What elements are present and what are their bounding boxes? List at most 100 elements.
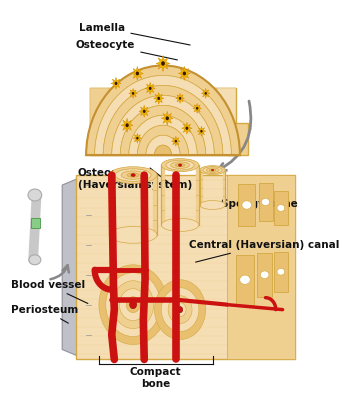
Circle shape: [106, 273, 160, 337]
Wedge shape: [94, 75, 231, 155]
Polygon shape: [145, 88, 163, 155]
Circle shape: [132, 92, 134, 95]
Text: Lacuna: Lacuna: [146, 133, 188, 154]
Circle shape: [149, 87, 152, 90]
Circle shape: [200, 130, 203, 133]
Polygon shape: [111, 77, 121, 89]
Polygon shape: [178, 66, 190, 81]
Ellipse shape: [161, 218, 199, 231]
Circle shape: [113, 281, 154, 328]
Circle shape: [168, 296, 192, 324]
Circle shape: [175, 140, 177, 143]
Circle shape: [114, 82, 118, 85]
Circle shape: [166, 116, 169, 120]
Ellipse shape: [203, 167, 222, 173]
Ellipse shape: [209, 169, 216, 171]
Polygon shape: [127, 88, 145, 155]
Circle shape: [179, 97, 181, 100]
Polygon shape: [145, 82, 155, 94]
Ellipse shape: [171, 162, 189, 168]
Polygon shape: [236, 255, 254, 305]
Text: Compact
bone: Compact bone: [130, 368, 182, 389]
Circle shape: [126, 297, 140, 313]
Text: Osteon
(Haversian system): Osteon (Haversian system): [78, 168, 192, 190]
Wedge shape: [103, 85, 223, 155]
Ellipse shape: [277, 268, 285, 275]
Ellipse shape: [115, 169, 151, 181]
Polygon shape: [90, 88, 236, 155]
Text: Osteocyte: Osteocyte: [76, 39, 177, 60]
Wedge shape: [137, 125, 189, 155]
Polygon shape: [257, 253, 272, 297]
Circle shape: [99, 265, 167, 345]
Circle shape: [204, 92, 207, 95]
Ellipse shape: [29, 255, 41, 265]
Polygon shape: [172, 136, 180, 146]
Ellipse shape: [200, 201, 225, 210]
Polygon shape: [259, 183, 273, 221]
Circle shape: [136, 71, 139, 75]
Polygon shape: [154, 92, 164, 104]
Circle shape: [136, 137, 139, 139]
Circle shape: [157, 97, 160, 100]
Ellipse shape: [121, 171, 145, 179]
Circle shape: [130, 301, 136, 309]
Ellipse shape: [261, 198, 270, 206]
Ellipse shape: [28, 189, 42, 201]
Polygon shape: [32, 218, 40, 228]
Polygon shape: [121, 118, 133, 132]
Wedge shape: [129, 115, 197, 155]
Text: Central (Haversian) canal: Central (Haversian) canal: [189, 240, 339, 262]
Polygon shape: [156, 56, 170, 71]
Circle shape: [177, 307, 183, 313]
Polygon shape: [129, 88, 137, 98]
Polygon shape: [199, 88, 217, 155]
Polygon shape: [139, 105, 149, 117]
Ellipse shape: [161, 158, 199, 172]
Circle shape: [161, 288, 199, 332]
Polygon shape: [108, 88, 127, 155]
Text: Blood vessel: Blood vessel: [11, 280, 88, 303]
Circle shape: [161, 61, 165, 66]
Ellipse shape: [131, 174, 135, 177]
Text: Periosteum: Periosteum: [11, 305, 78, 323]
Wedge shape: [154, 145, 172, 155]
Polygon shape: [131, 66, 144, 81]
Polygon shape: [193, 103, 202, 113]
Ellipse shape: [277, 205, 285, 211]
Ellipse shape: [109, 226, 157, 243]
Polygon shape: [62, 175, 86, 359]
Circle shape: [196, 107, 198, 110]
Polygon shape: [227, 175, 295, 359]
Text: Lamella: Lamella: [79, 23, 190, 45]
Ellipse shape: [260, 271, 269, 278]
Wedge shape: [154, 145, 172, 155]
Polygon shape: [274, 252, 288, 292]
Ellipse shape: [240, 275, 250, 285]
Polygon shape: [197, 126, 206, 136]
Circle shape: [186, 127, 188, 130]
Polygon shape: [90, 88, 108, 155]
Polygon shape: [181, 88, 199, 155]
Polygon shape: [161, 111, 173, 125]
Ellipse shape: [211, 169, 214, 171]
Ellipse shape: [200, 166, 225, 174]
Wedge shape: [112, 96, 214, 155]
Wedge shape: [120, 105, 206, 155]
Polygon shape: [202, 88, 210, 98]
Polygon shape: [274, 191, 288, 225]
Circle shape: [125, 123, 129, 127]
Ellipse shape: [109, 167, 157, 183]
Circle shape: [174, 303, 186, 317]
Polygon shape: [227, 123, 248, 155]
Ellipse shape: [127, 173, 139, 177]
Polygon shape: [217, 88, 236, 155]
Circle shape: [119, 289, 147, 321]
Polygon shape: [182, 122, 192, 134]
Ellipse shape: [242, 201, 252, 209]
Wedge shape: [86, 65, 240, 155]
Ellipse shape: [206, 168, 219, 172]
Circle shape: [143, 110, 146, 113]
Text: Spongy bone: Spongy bone: [221, 199, 298, 217]
Ellipse shape: [175, 164, 185, 167]
